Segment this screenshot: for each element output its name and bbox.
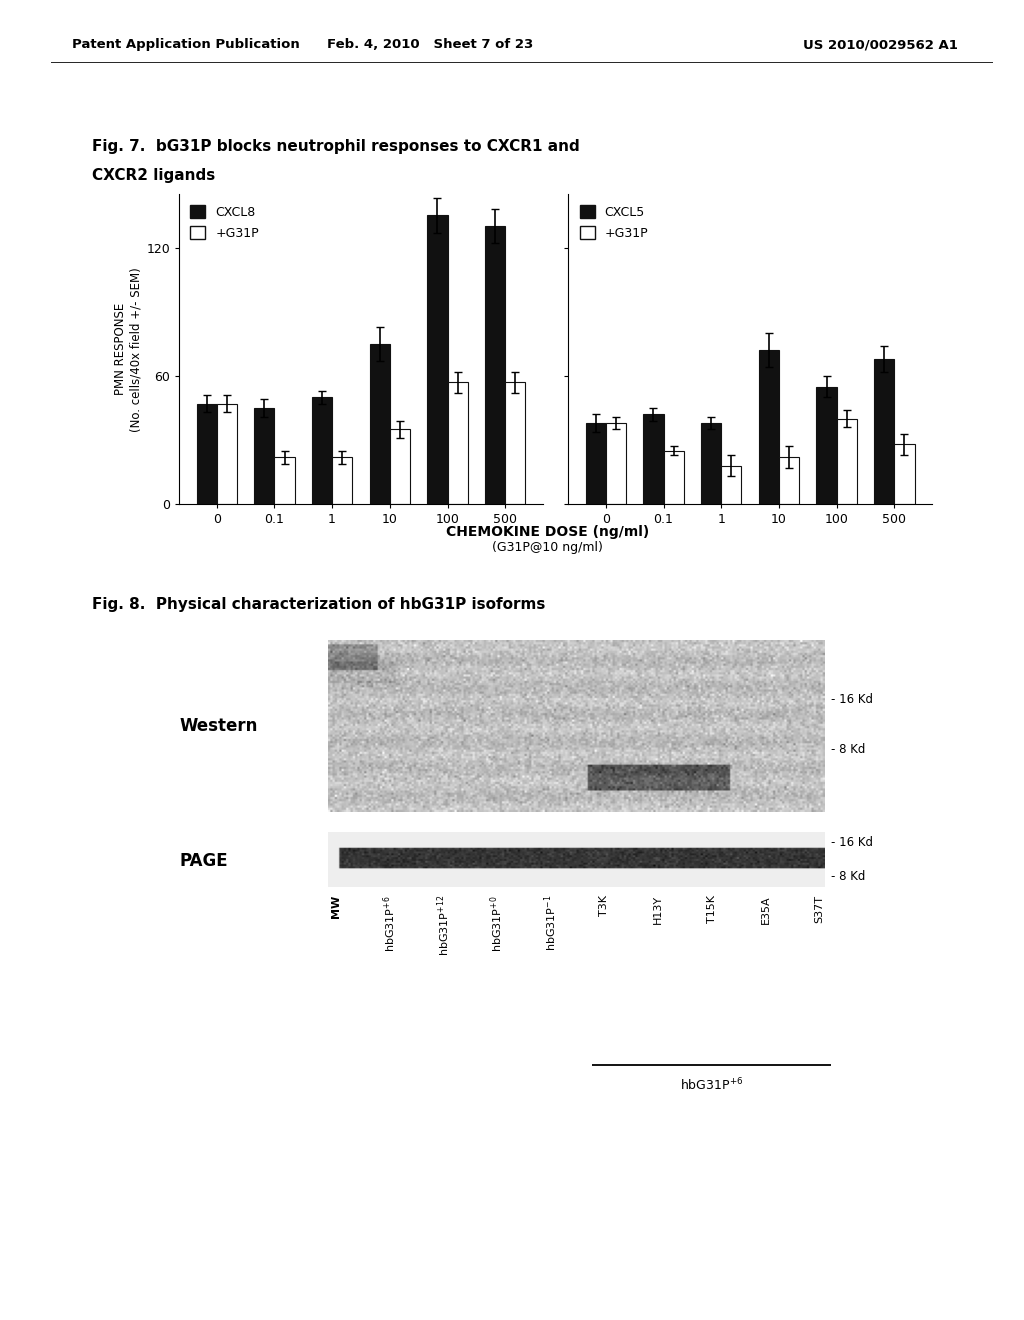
Bar	[197, 404, 217, 504]
Text: - 8 Kd: - 8 Kd	[831, 743, 866, 756]
Legend: CXCL5, +G31P: CXCL5, +G31P	[574, 201, 653, 246]
Legend: CXCL8, +G31P: CXCL8, +G31P	[185, 201, 264, 246]
Text: US 2010/0029562 A1: US 2010/0029562 A1	[803, 38, 957, 51]
Bar	[816, 387, 837, 504]
Text: MW: MW	[331, 895, 341, 919]
Bar	[427, 215, 447, 504]
Bar	[664, 450, 684, 504]
Text: CXCR2 ligands: CXCR2 ligands	[92, 168, 215, 182]
Bar	[217, 404, 237, 504]
Bar	[274, 457, 295, 504]
Text: hbG31P$^{+0}$: hbG31P$^{+0}$	[488, 895, 505, 952]
Text: - 16 Kd: - 16 Kd	[831, 836, 873, 849]
Text: Patent Application Publication: Patent Application Publication	[72, 38, 299, 51]
Bar	[312, 397, 332, 504]
Text: Western: Western	[179, 717, 258, 735]
Text: CHEMOKINE DOSE (ng/ml): CHEMOKINE DOSE (ng/ml)	[446, 525, 649, 540]
Bar	[606, 422, 626, 504]
Y-axis label: PMN RESPONSE
(No. cells/40x field +/- SEM): PMN RESPONSE (No. cells/40x field +/- SE…	[115, 267, 142, 432]
Bar	[874, 359, 894, 504]
Bar	[390, 429, 410, 504]
Bar	[701, 422, 721, 504]
Text: (G31P@10 ng/ml): (G31P@10 ng/ml)	[493, 541, 603, 554]
Text: H13Y: H13Y	[653, 895, 664, 924]
Bar	[254, 408, 274, 504]
Text: PAGE: PAGE	[179, 851, 227, 870]
Text: Fig. 8.  Physical characterization of hbG31P isoforms: Fig. 8. Physical characterization of hbG…	[92, 597, 546, 611]
Text: E35A: E35A	[761, 895, 770, 924]
Text: hbG31P$^{-1}$: hbG31P$^{-1}$	[543, 895, 559, 952]
Bar	[370, 343, 390, 504]
Bar	[485, 226, 505, 504]
Bar	[505, 383, 525, 504]
Bar	[894, 445, 914, 504]
Text: T15K: T15K	[707, 895, 717, 923]
Text: S37T: S37T	[814, 895, 824, 923]
Bar	[759, 350, 779, 504]
Text: hbG31P$^{+12}$: hbG31P$^{+12}$	[435, 895, 452, 956]
Bar	[779, 457, 799, 504]
Text: - 8 Kd: - 8 Kd	[831, 870, 866, 883]
Bar	[332, 457, 352, 504]
Bar	[837, 418, 857, 504]
Bar	[586, 422, 606, 504]
Text: - 16 Kd: - 16 Kd	[831, 693, 873, 706]
Text: T3K: T3K	[599, 895, 609, 916]
Bar	[643, 414, 664, 504]
Text: Feb. 4, 2010   Sheet 7 of 23: Feb. 4, 2010 Sheet 7 of 23	[327, 38, 534, 51]
Text: hbG31P$^{+6}$: hbG31P$^{+6}$	[381, 895, 398, 952]
Bar	[721, 466, 741, 504]
Text: hbG31P$^{+6}$: hbG31P$^{+6}$	[680, 1077, 743, 1094]
Text: Fig. 7.  bG31P blocks neutrophil responses to CXCR1 and: Fig. 7. bG31P blocks neutrophil response…	[92, 139, 580, 153]
Bar	[447, 383, 468, 504]
